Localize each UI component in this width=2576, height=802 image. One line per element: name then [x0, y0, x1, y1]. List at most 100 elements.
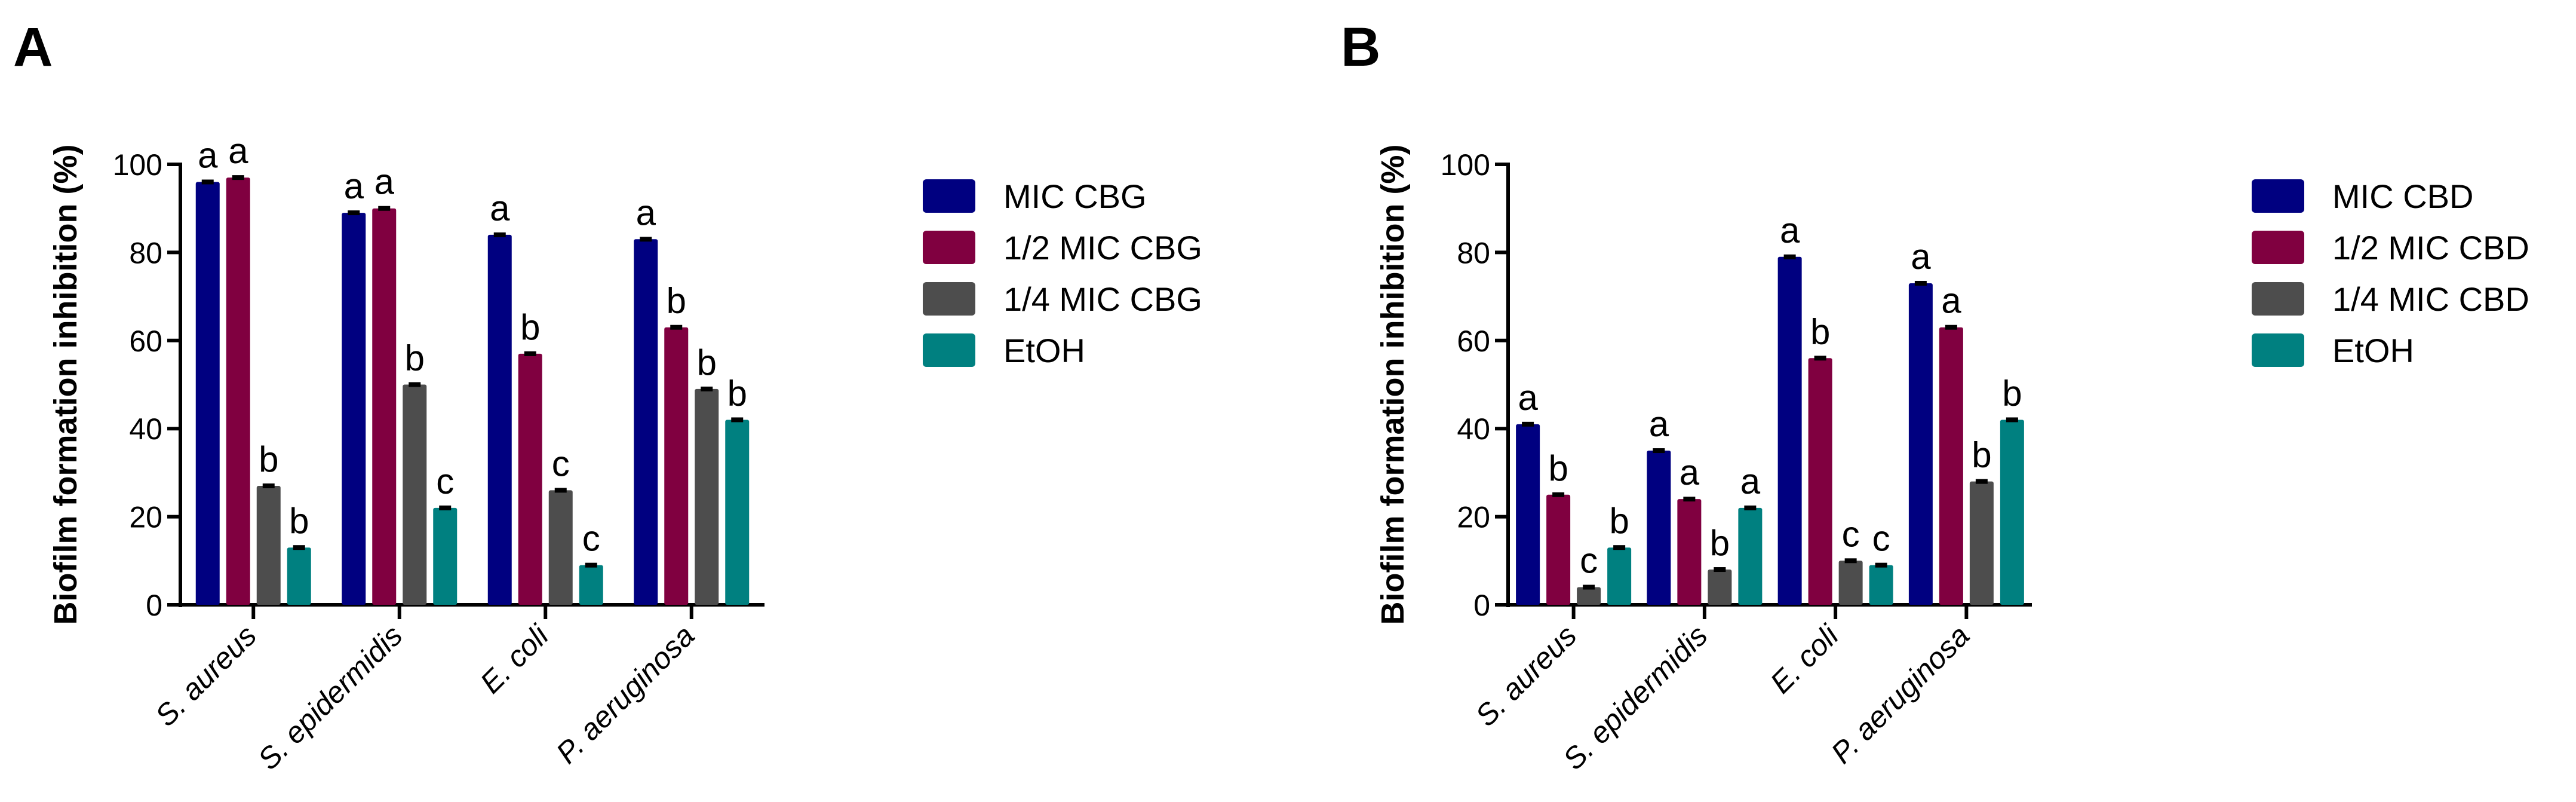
- x-tick-label: S. aureus: [149, 619, 263, 733]
- significance-letter: b: [405, 338, 425, 378]
- significance-letter: a: [1680, 452, 1700, 492]
- error-bar: [493, 232, 506, 237]
- bar: [433, 507, 458, 605]
- legend-swatch: [923, 333, 975, 367]
- error-bar: [232, 175, 244, 180]
- error-bar: [640, 237, 652, 242]
- error-bar: [1814, 356, 1826, 361]
- legend-label: MIC CBD: [2332, 177, 2473, 215]
- y-tick-label: 0: [146, 589, 162, 622]
- bar: [1677, 499, 1702, 605]
- bar: [403, 384, 427, 605]
- bar: [1708, 570, 1732, 605]
- chart-panel-b: B Biofilm formation inhibition (%) 0 20 40 60…: [1341, 17, 2529, 776]
- legend-swatch: [2252, 179, 2304, 213]
- significance-letter: b: [1710, 523, 1730, 563]
- significance-letter: a: [1911, 237, 1931, 277]
- legend-label: 1/4 MIC CBD: [2332, 280, 2529, 318]
- significance-letter: b: [259, 439, 278, 479]
- bar: [342, 213, 366, 605]
- x-tick-label: P. aeruginosa: [1825, 619, 1976, 770]
- significance-letter: b: [2002, 373, 2022, 413]
- significance-letter: a: [344, 166, 364, 206]
- error-bar: [1914, 280, 1927, 286]
- significance-letter: b: [667, 281, 686, 321]
- y-tick-label: 100: [113, 148, 162, 182]
- significance-letter: c: [1580, 541, 1598, 581]
- significance-letter: b: [1810, 311, 1830, 351]
- bar: [195, 182, 220, 605]
- significance-letter: a: [636, 192, 656, 232]
- error-bar: [2006, 417, 2018, 423]
- bar: [1546, 494, 1571, 605]
- legend-label: 1/2 MIC CBG: [1003, 229, 1202, 267]
- significance-letter: b: [1972, 435, 1991, 475]
- bar: [1738, 507, 1763, 605]
- error-bar: [1714, 567, 1726, 573]
- significance-letter: b: [520, 307, 540, 347]
- error-bar: [262, 483, 275, 489]
- y-tick-label: 40: [129, 412, 162, 446]
- bar: [579, 565, 603, 605]
- significance-letter: b: [727, 373, 747, 413]
- bar: [725, 420, 750, 605]
- y-axis-title: Biofilm formation inhibition (%): [48, 145, 84, 625]
- significance-letter: a: [1518, 378, 1538, 418]
- error-bar: [1744, 505, 1757, 510]
- error-bar: [1844, 558, 1857, 564]
- x-tick-label: E. coli: [1764, 618, 1846, 700]
- error-bar: [524, 351, 536, 356]
- bar: [548, 490, 573, 605]
- significance-letter: b: [289, 501, 309, 541]
- error-bar: [585, 562, 597, 568]
- legend-swatch: [923, 282, 975, 316]
- significance-letter: a: [1941, 281, 1961, 321]
- y-tick-label: 40: [1457, 412, 1490, 446]
- error-bar: [1613, 545, 1626, 550]
- bar: [226, 177, 250, 605]
- legend-label: 1/2 MIC CBD: [2332, 229, 2529, 267]
- significance-letter: a: [228, 131, 248, 171]
- error-bar: [293, 545, 305, 550]
- panel-label: B: [1341, 17, 1380, 78]
- y-axis-title: Biofilm formation inhibition (%): [1375, 145, 1411, 625]
- error-bar: [554, 488, 567, 493]
- error-bar: [348, 210, 360, 216]
- bar: [1969, 481, 1994, 605]
- chart-panel-a: A Biofilm formation inhibition (%) 0 20 40 60…: [13, 17, 1202, 776]
- error-bar: [1583, 584, 1595, 590]
- error-bar: [439, 505, 452, 510]
- bar: [1908, 283, 1933, 605]
- y-tick-label: 100: [1441, 148, 1490, 182]
- legend-label: 1/4 MIC CBG: [1003, 280, 1202, 318]
- bar: [634, 239, 658, 605]
- x-tick-label: P. aeruginosa: [549, 619, 701, 770]
- panel-label: A: [13, 17, 53, 78]
- bar: [1607, 547, 1632, 605]
- bar: [372, 208, 397, 605]
- error-bar: [201, 179, 214, 185]
- significance-letter: c: [552, 443, 570, 483]
- legend-swatch: [2252, 282, 2304, 316]
- significance-letter: c: [1872, 519, 1890, 559]
- bar: [487, 234, 512, 605]
- significance-letter: b: [1548, 448, 1568, 488]
- bar: [1577, 587, 1601, 605]
- bar: [2000, 420, 2024, 605]
- x-tick-label: S. aureus: [1469, 619, 1583, 733]
- error-bar: [1522, 421, 1534, 427]
- bar: [1777, 256, 1802, 605]
- x-tick-label: E. coli: [474, 618, 555, 700]
- error-bar: [1875, 562, 1887, 568]
- significance-letter: a: [1649, 404, 1669, 444]
- bar: [1647, 451, 1671, 605]
- bar: [664, 327, 689, 605]
- significance-letter: a: [374, 162, 395, 202]
- bar: [695, 388, 719, 605]
- legend-swatch: [923, 231, 975, 264]
- bar: [1838, 561, 1863, 605]
- error-bar: [1945, 325, 1957, 330]
- legend-label: EtOH: [1003, 332, 1085, 369]
- bar: [256, 486, 281, 605]
- error-bar: [1683, 497, 1696, 502]
